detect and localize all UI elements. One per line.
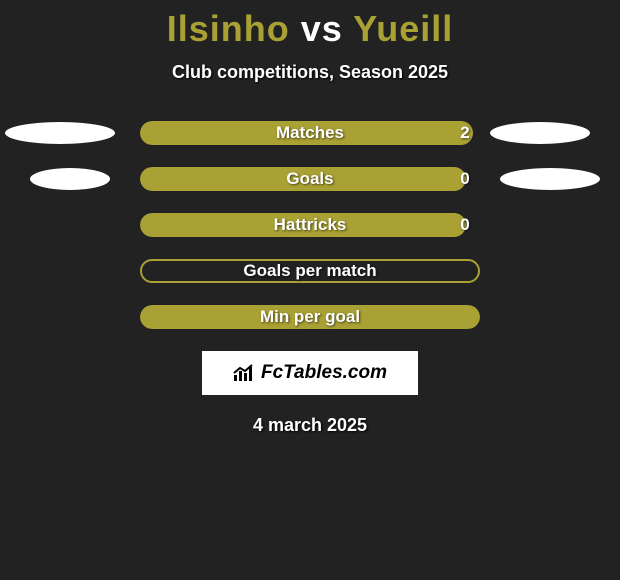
- left-marker-ellipse: [5, 122, 115, 144]
- right-marker-ellipse: [490, 122, 590, 144]
- comparison-chart: 2Matches 0Goals 0Hattricks Goals per match M…: [0, 121, 620, 329]
- chart-icon: [233, 364, 255, 382]
- subtitle: Club competitions, Season 2025: [0, 62, 620, 83]
- title-left: Ilsinho: [167, 8, 290, 49]
- stat-row: 0Hattricks: [0, 213, 620, 237]
- date-text: 4 march 2025: [0, 415, 620, 436]
- right-marker-ellipse: [500, 168, 600, 190]
- stat-bar-fill: [140, 305, 480, 329]
- brand-badge: FcTables.com: [202, 351, 418, 395]
- stat-bar-fill: [140, 167, 466, 191]
- stat-bar: [140, 167, 480, 191]
- stat-bar: [140, 305, 480, 329]
- stat-row: Goals per match: [0, 259, 620, 283]
- stat-bar-outline: [140, 259, 480, 283]
- stat-bar-fill: [140, 213, 466, 237]
- title-vs: vs: [301, 8, 343, 49]
- brand-text: FcTables.com: [261, 362, 387, 384]
- page-title: Ilsinho vs Yueill: [0, 0, 620, 50]
- left-marker-ellipse: [30, 168, 110, 190]
- stat-row: 2Matches: [0, 121, 620, 145]
- title-right: Yueill: [353, 8, 453, 49]
- stat-bar: [140, 213, 480, 237]
- stat-row: 0Goals: [0, 167, 620, 191]
- stat-row: Min per goal: [0, 305, 620, 329]
- stat-bar: [140, 121, 480, 145]
- stat-bar-fill: [140, 121, 473, 145]
